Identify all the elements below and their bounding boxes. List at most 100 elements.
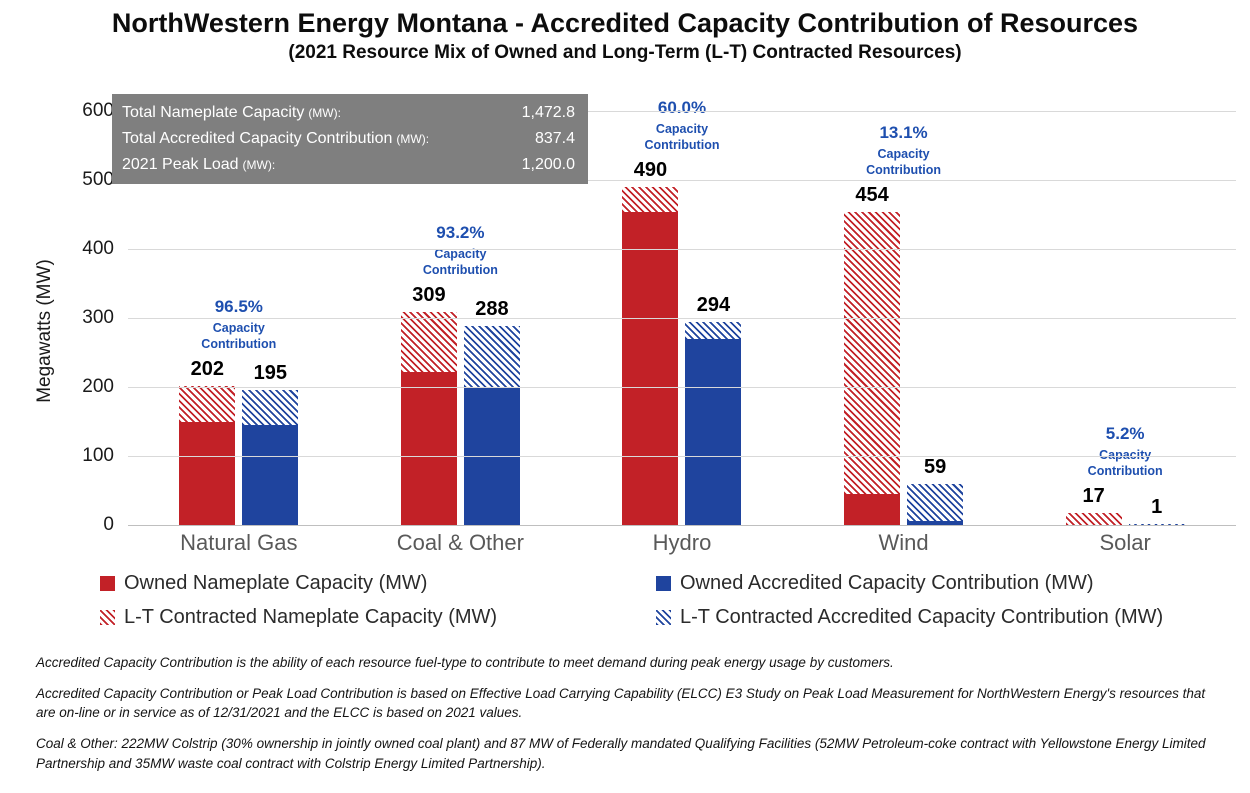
bar-group-natural-gas: 96.5% Capacity Contribution 202 195 [128, 111, 350, 525]
bar-natural-gas-accredited: 195 [242, 362, 299, 525]
y-tick-400: 400 [82, 238, 114, 259]
stats-row-nameplate: Total Nameplate Capacity (MW): 1,472.8 [122, 100, 575, 126]
bar-value-label: 294 [696, 294, 731, 317]
bar-group-solar: 5.2% Capacity Contribution 17 1 [1014, 111, 1236, 526]
bar-solar-accredited: 1 [1128, 496, 1185, 526]
pct-annotation-coal-other: 93.2% Capacity Contribution [422, 222, 498, 277]
chart-legend: Owned Nameplate Capacity (MW) Owned Accr… [100, 572, 1240, 629]
legend-swatch-solid-blue [656, 576, 671, 591]
bar-solar-nameplate: 17 [1065, 485, 1122, 525]
segment-contracted [844, 211, 901, 494]
stats-value: 1,472.8 [521, 104, 575, 121]
footnote-1: Accredited Capacity Contribution is the … [36, 655, 894, 670]
pct-annotation-wind: 13.1% Capacity Contribution [866, 122, 942, 177]
segment-owned [685, 338, 742, 525]
gridline-300 [128, 318, 1236, 319]
segment-contracted [242, 390, 299, 425]
bar-wind-nameplate: 454 [844, 184, 901, 525]
segment-owned [907, 520, 964, 525]
pct-annotation-solar: 5.2% Capacity Contribution [1087, 424, 1163, 479]
bar-coal-other-accredited: 288 [463, 298, 520, 525]
segment-contracted [907, 484, 964, 521]
bar-group-hydro: 60.0% Capacity Contribution 490 294 [571, 98, 793, 525]
bar-coal-other-nameplate: 309 [400, 284, 457, 525]
bar-natural-gas-nameplate: 202 [179, 358, 236, 525]
footnote-3: Coal & Other: 222MW Colstrip (30% owners… [36, 736, 1206, 771]
bar-value-label: 309 [412, 283, 446, 306]
pct-annotation-natural-gas: 96.5% Capacity Contribution [201, 296, 277, 351]
bar-wind-accredited: 59 [907, 456, 964, 525]
y-axis-title: Megawatts (MW) [34, 259, 55, 403]
legend-label: L-T Contracted Accredited Capacity Contr… [680, 606, 1164, 628]
gridline-0 [128, 525, 1236, 526]
segment-owned [179, 421, 236, 525]
x-label-solar: Solar [1099, 530, 1151, 555]
gridline-400 [128, 249, 1236, 250]
stats-value: 837.4 [534, 130, 575, 147]
gridline-500 [128, 180, 1236, 181]
legend-item-owned-nameplate: Owned Nameplate Capacity (MW) [100, 572, 656, 595]
segment-contracted [622, 186, 679, 213]
bar-value-label: 288 [475, 298, 509, 321]
stats-value: 1,200.0 [521, 156, 575, 173]
gridline-600 [128, 111, 1236, 112]
legend-item-contracted-nameplate: L-T Contracted Nameplate Capacity (MW) [100, 606, 656, 629]
legend-swatch-hatch-red [100, 610, 115, 625]
page-subtitle: (2021 Resource Mix of Owned and Long-Ter… [288, 42, 962, 63]
segment-owned [844, 493, 901, 525]
y-tick-200: 200 [82, 376, 114, 397]
bar-hydro-accredited: 294 [685, 294, 742, 525]
bar-value-label: 59 [923, 456, 947, 479]
x-axis-labels: Natural Gas Coal & Other Hydro Wind Solar [128, 530, 1236, 556]
segment-owned [400, 371, 457, 525]
legend-item-owned-accredited: Owned Accredited Capacity Contribution (… [656, 572, 1240, 595]
segment-contracted [400, 311, 457, 372]
segment-contracted [1065, 513, 1122, 525]
bar-group-coal-other: 93.2% Capacity Contribution 309 288 [350, 111, 572, 525]
footnotes: Accredited Capacity Contribution is the … [36, 653, 1220, 773]
legend-swatch-solid-red [100, 576, 115, 591]
bar-groups: 96.5% Capacity Contribution 202 195 93.2% Capa… [128, 98, 1236, 526]
legend-item-contracted-accredited: L-T Contracted Accredited Capacity Contr… [656, 606, 1240, 629]
x-label-natural-gas: Natural Gas [180, 530, 298, 555]
bar-value-label: 17 [1082, 485, 1105, 508]
plot-area: Total Nameplate Capacity (MW): 1,472.8 To… [82, 94, 1236, 535]
pct-annotation-hydro: 60.0% Capacity Contribution [644, 97, 720, 152]
stats-label: Total Nameplate Capacity (MW): [122, 104, 341, 121]
chart-area: Megawatts (MW) Total Nameplate Capacity(… [0, 94, 1250, 556]
bar-value-label: 202 [190, 357, 224, 380]
bar-group-wind: 13.1% Capacity Contribution 454 59 [793, 111, 1015, 525]
x-label-coal-other: Coal & Other [396, 530, 524, 555]
segment-contracted [685, 322, 742, 339]
segment-contracted [463, 326, 520, 387]
y-tick-500: 500 [82, 169, 114, 190]
segment-owned [242, 424, 299, 525]
gridline-200 [128, 387, 1236, 388]
y-tick-300: 300 [82, 307, 114, 328]
legend-label: Owned Nameplate Capacity (MW) [124, 572, 428, 594]
y-tick-0: 0 [103, 514, 114, 535]
legend-label: Owned Accredited Capacity Contribution (… [680, 572, 1094, 594]
x-label-wind: Wind [878, 530, 929, 555]
bar-value-label: 1 [1151, 495, 1163, 518]
stats-row-peak-load: 2021 Peak Load (MW): 1,200.0 [122, 152, 575, 178]
bar-value-label: 490 [633, 158, 668, 181]
y-tick-100: 100 [82, 445, 114, 466]
legend-label: L-T Contracted Nameplate Capacity (MW) [124, 606, 498, 628]
bar-value-label: 454 [855, 183, 889, 206]
y-tick-600: 600 [82, 100, 114, 121]
stats-row-accredited: Total Accredited Capacity Contribution (M… [122, 126, 575, 152]
stats-label: Total Accredited Capacity Contribution (M… [122, 130, 430, 147]
stats-box: Total Nameplate Capacity (MW): 1,472.8 To… [112, 94, 588, 184]
stats-label: 2021 Peak Load (MW): [122, 156, 276, 173]
page-title: NorthWestern Energy Montana - Accredited… [111, 8, 1139, 38]
bar-hydro-nameplate: 490 [622, 159, 679, 525]
segment-contracted [1128, 523, 1185, 526]
segment-contracted [179, 385, 236, 422]
x-label-hydro: Hydro [652, 530, 712, 555]
segment-owned [622, 212, 679, 525]
bar-value-label: 195 [253, 362, 287, 385]
footnote-2: Accredited Capacity Contribution or Peak… [36, 686, 1206, 721]
legend-swatch-hatch-blue [656, 610, 671, 625]
gridline-100 [128, 456, 1236, 457]
